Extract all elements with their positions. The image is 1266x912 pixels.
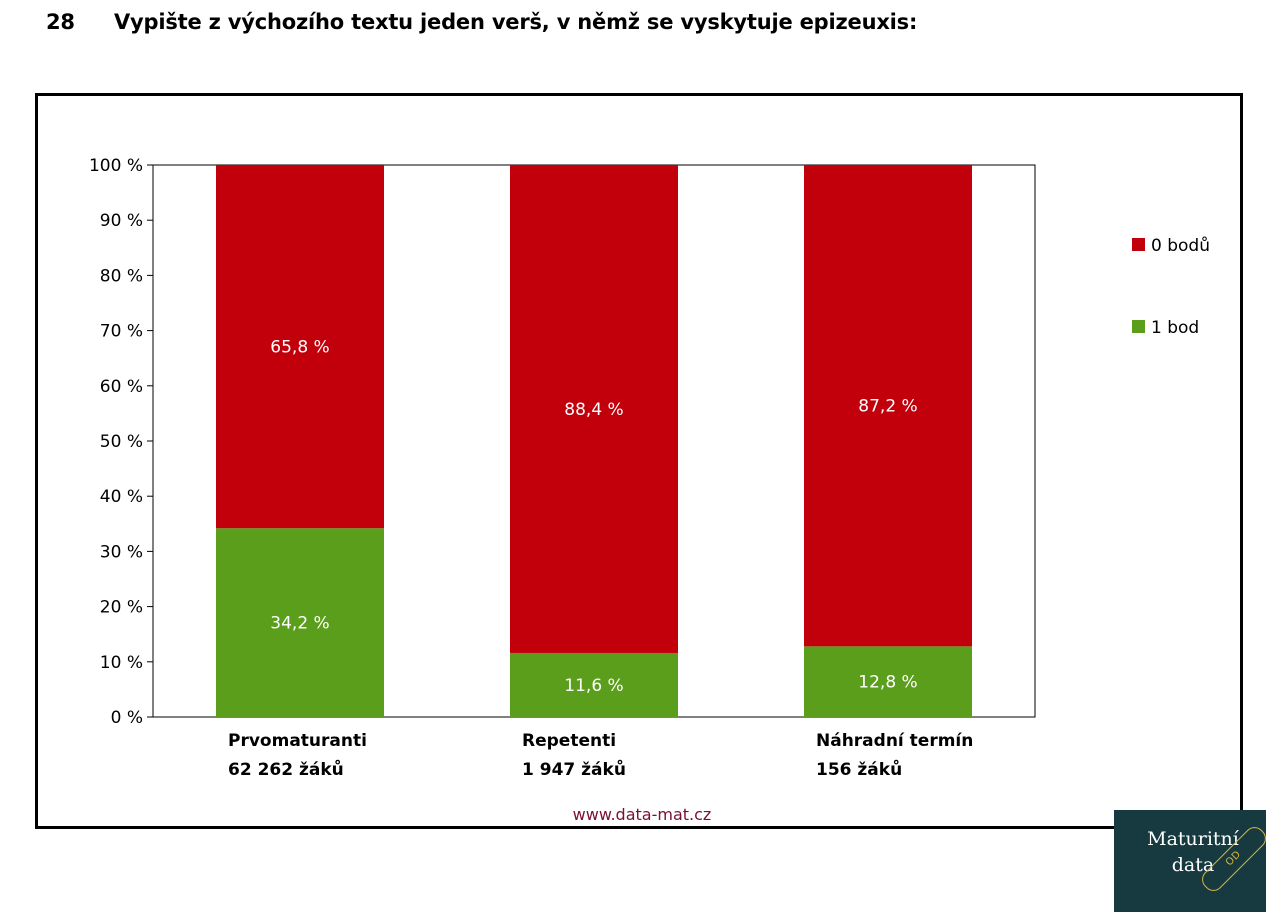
y-tick-label: 30 % [100, 542, 143, 562]
y-tick-label: 50 % [100, 432, 143, 452]
category-count: 1 947 žáků [522, 758, 626, 780]
question-number: 28 [46, 10, 75, 34]
bar-zero-points [216, 165, 384, 529]
bar-zero-points [804, 165, 972, 647]
maturitni-data-logo: Maturitní data OD [1114, 810, 1266, 912]
category-label: Repetenti [522, 731, 616, 751]
category-label: Prvomaturanti [228, 731, 367, 751]
question-heading: 28 Vypište z výchozího textu jeden verš,… [46, 4, 917, 40]
stacked-bar-chart: 0 % 10 % 20 % 30 % 40 % 50 % 60 % 70 % 80 % 90 % 1… [89, 156, 1210, 780]
bar-value-label: 87,2 % [858, 397, 917, 417]
y-tick-label: 10 % [100, 653, 143, 673]
bar-value-label: 88,4 % [564, 400, 623, 420]
bar-one-point [510, 652, 678, 717]
y-tick-label: 70 % [100, 322, 143, 342]
bar-value-label: 12,8 % [858, 673, 917, 693]
category-label: Náhradní termín [816, 731, 973, 751]
y-tick-label: 100 % [89, 156, 143, 176]
chart-frame: 0 % 10 % 20 % 30 % 40 % 50 % 60 % 70 % 80 % 90 % 1… [35, 93, 1266, 912]
bar-one-point [216, 528, 384, 717]
bar-value-label: 34,2 % [270, 614, 329, 634]
y-tick-label: 20 % [100, 598, 143, 618]
legend-label: 1 bod [1151, 318, 1199, 338]
y-tick-label: 80 % [100, 266, 143, 286]
y-tick-label: 90 % [100, 211, 143, 231]
category-count: 156 žáků [816, 758, 902, 780]
website-url: www.data-mat.cz [572, 805, 712, 824]
legend-swatch [1132, 238, 1145, 251]
bar-one-point [804, 646, 972, 717]
bar-value-label: 11,6 % [564, 676, 623, 696]
bar-zero-points [510, 165, 678, 653]
y-tick-label: 60 % [100, 377, 143, 397]
category-count: 62 262 žáků [228, 758, 344, 780]
question-text: Vypište z výchozího textu jeden verš, v … [114, 10, 918, 34]
y-tick-label: 0 % [111, 708, 143, 728]
legend-swatch [1132, 320, 1145, 333]
bar-value-label: 65,8 % [270, 338, 329, 358]
legend-label: 0 bodů [1151, 236, 1210, 256]
y-tick-label: 40 % [100, 487, 143, 507]
